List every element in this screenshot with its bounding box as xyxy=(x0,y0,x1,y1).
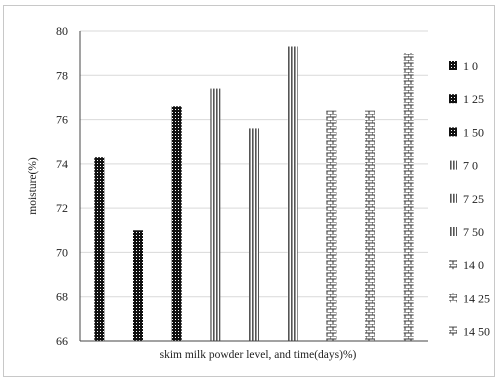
bars xyxy=(94,46,414,342)
legend-swatch xyxy=(449,293,457,303)
legend-swatch xyxy=(449,160,457,170)
y-tick-label: 80 xyxy=(56,24,68,38)
legend-label: 7 0 xyxy=(463,159,478,173)
y-tick-label: 66 xyxy=(56,334,68,348)
legend-label: 1 25 xyxy=(463,92,484,106)
bar xyxy=(94,157,105,341)
y-tick-label: 72 xyxy=(56,201,68,215)
legend-label: 14 0 xyxy=(463,258,484,272)
bar xyxy=(133,230,143,341)
bar xyxy=(249,128,259,341)
bar xyxy=(326,110,337,341)
y-tick-label: 78 xyxy=(56,68,68,82)
legend-swatch xyxy=(449,127,457,137)
legend-item: 7 25 xyxy=(449,192,484,206)
bar xyxy=(171,106,182,342)
y-tick-label: 70 xyxy=(56,245,68,259)
y-axis-label: moisture(%) xyxy=(27,157,39,215)
legend-label: 7 25 xyxy=(463,192,484,206)
bar xyxy=(403,53,414,342)
legend-swatch xyxy=(449,227,457,236)
legend-swatch xyxy=(449,61,457,70)
legend: 1 0 1 25 1 50 7 0 7 25 7 50 14 0 14 25 14 50 xyxy=(449,59,490,339)
legend-swatch xyxy=(449,326,457,336)
legend-label: 14 50 xyxy=(463,325,490,339)
legend-label: 1 0 xyxy=(463,59,478,73)
legend-item: 1 25 xyxy=(449,92,484,106)
legend-item: 7 50 xyxy=(449,225,484,239)
legend-item: 1 50 xyxy=(449,125,484,139)
legend-swatch xyxy=(449,193,457,203)
legend-swatch xyxy=(449,260,457,270)
bar xyxy=(365,110,375,341)
legend-item: 7 0 xyxy=(449,159,478,173)
y-tick-label: 74 xyxy=(56,157,68,171)
legend-label: 1 50 xyxy=(463,125,484,139)
legend-item: 14 25 xyxy=(449,291,490,305)
legend-label: 7 50 xyxy=(463,225,484,239)
legend-item: 14 50 xyxy=(449,325,490,339)
y-tick-labels: 66 68 70 72 74 76 78 80 xyxy=(56,24,68,348)
bar xyxy=(287,46,298,341)
bar xyxy=(210,88,221,341)
y-tick-label: 76 xyxy=(56,113,68,127)
legend-item: 1 0 xyxy=(449,59,478,73)
legend-swatch xyxy=(449,94,457,104)
x-axis-label: skim milk powder level, and time(days)%) xyxy=(160,349,357,361)
legend-item: 14 0 xyxy=(449,258,484,272)
legend-label: 14 25 xyxy=(463,291,490,305)
y-tick-label: 68 xyxy=(56,290,68,304)
